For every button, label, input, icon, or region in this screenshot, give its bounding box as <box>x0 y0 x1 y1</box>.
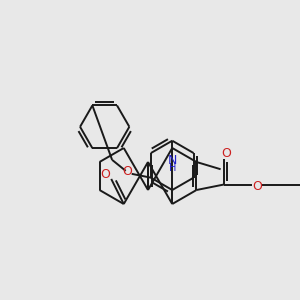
Text: O: O <box>221 147 231 160</box>
Text: O: O <box>252 180 262 193</box>
Text: O: O <box>100 169 110 182</box>
Text: O: O <box>122 165 132 178</box>
Text: N: N <box>168 154 177 166</box>
Text: H: H <box>169 163 176 173</box>
